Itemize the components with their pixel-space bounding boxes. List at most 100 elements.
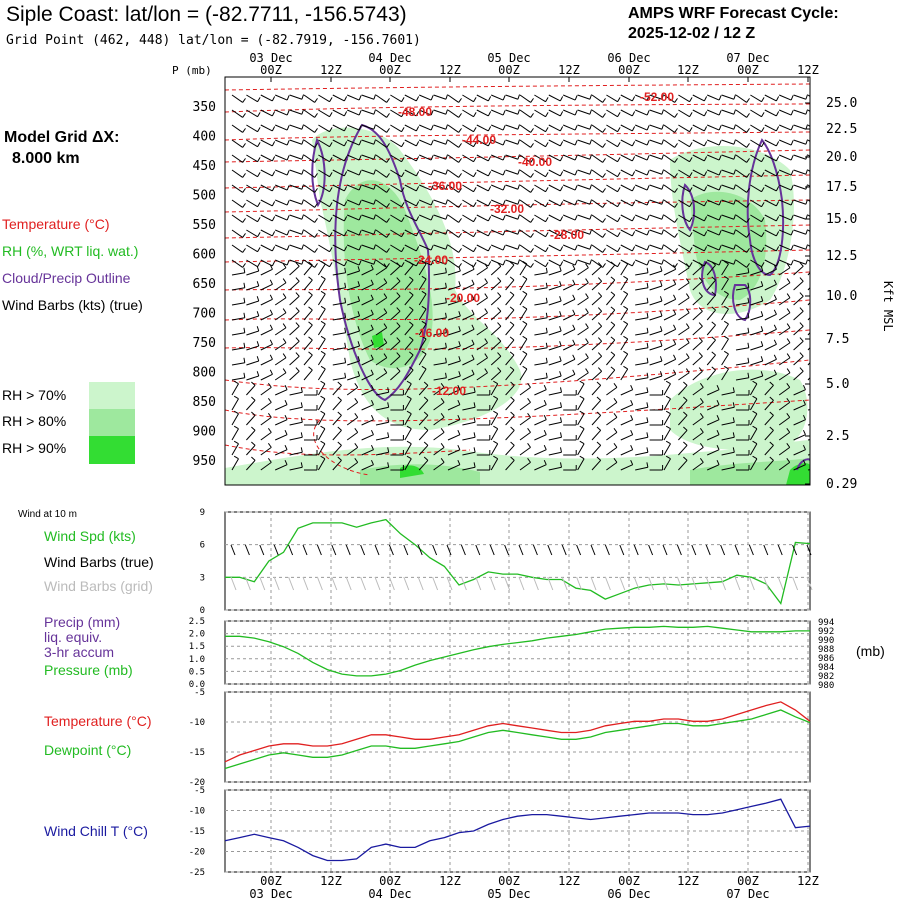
wind-barb [260, 244, 276, 252]
wind-barb [721, 365, 729, 381]
wind-barb [764, 381, 774, 396]
wind-barb [577, 109, 592, 115]
wind-barb [577, 308, 589, 321]
wind-barb [707, 139, 722, 146]
wind-barb [390, 420, 404, 426]
wind-barb [231, 410, 239, 426]
wind-barb [534, 199, 549, 208]
wind-barb [304, 390, 318, 396]
wind-barb [505, 259, 520, 265]
wind-barb [620, 260, 629, 276]
wind-barb [606, 214, 621, 223]
wind-barb [577, 455, 585, 471]
wind-barb [764, 411, 774, 426]
wind-barb [347, 199, 362, 206]
surface-wind-barb [532, 544, 539, 591]
wind-barb [591, 139, 606, 148]
wind-barb [577, 263, 589, 276]
wind-barb [663, 124, 678, 133]
wind-barb [505, 109, 520, 115]
wind-barb [246, 154, 261, 163]
wind-barb [476, 450, 491, 456]
wind-barb [476, 435, 491, 441]
pressure-tick-label: 500 [193, 189, 216, 204]
wind-barb [706, 306, 716, 321]
wind-barb [635, 447, 649, 456]
wind-barb [563, 390, 577, 396]
wind-barb [260, 458, 272, 471]
wind-barb [721, 290, 729, 306]
wind-barb [563, 94, 578, 101]
forecast-cycle-date: 2025-12-02 / 12 Z [628, 25, 756, 42]
time-tick-label: 12Z [439, 874, 461, 888]
wind-barb [807, 376, 810, 381]
wind-barb [562, 354, 576, 366]
panel-frame [224, 691, 811, 783]
wind-barb [260, 324, 273, 336]
contour-label: -12.00 [432, 384, 466, 398]
wind-barb [274, 459, 288, 471]
wind-barb [332, 456, 342, 471]
wind-barb [346, 428, 359, 441]
wind-barb [260, 154, 276, 162]
wind-barb [490, 307, 502, 321]
wind-barb [548, 259, 564, 267]
wind-barb [591, 292, 603, 306]
wind-barb [793, 109, 808, 115]
wind-barb [548, 417, 563, 426]
wind-barb [793, 214, 808, 220]
wind-barb [390, 229, 405, 238]
wind-barb [347, 244, 362, 251]
wind-barb [490, 337, 502, 351]
wind-barb [678, 244, 693, 253]
wind-barb [663, 94, 678, 103]
wind-barb [361, 124, 376, 130]
wind-barb [490, 410, 499, 426]
wind-barb [519, 184, 534, 193]
wind-barb [750, 154, 765, 163]
wind-barb [778, 458, 791, 471]
wind-barb [260, 279, 273, 291]
wind-barb [548, 169, 564, 177]
wind-barb [274, 338, 287, 351]
wind-barb [361, 294, 374, 306]
wind-barb [274, 429, 288, 441]
wind-barb [663, 324, 677, 336]
surface-wind-barb [604, 544, 611, 591]
wind-barb [433, 267, 447, 276]
wind-barb [563, 435, 577, 441]
wind-barb [390, 405, 404, 411]
wind-barb [749, 410, 758, 426]
surface-wind-barb [705, 544, 712, 591]
wind-barb [735, 267, 750, 276]
wind-barb [462, 447, 476, 456]
wind-barb [246, 184, 261, 193]
wind-barb [303, 139, 318, 148]
rh80-region [343, 180, 433, 369]
y-tick-label: -5 [194, 688, 205, 698]
wind-barb [620, 335, 629, 351]
wind-barb [591, 337, 603, 351]
wind-barb [519, 259, 534, 268]
day-label: 04 Dec [368, 51, 411, 65]
wind-barb [692, 184, 708, 192]
wind-barb [534, 282, 548, 291]
wind-barb [505, 381, 515, 396]
y2-tick-label: 988 [818, 645, 834, 655]
wind-barb [289, 292, 300, 306]
wind-barb [591, 456, 602, 471]
accum-label: 3-hr accum [44, 644, 115, 660]
wind-barb [246, 281, 260, 291]
wind-barb [706, 366, 716, 381]
wind-barb [418, 305, 427, 321]
day-label: 07 Dec [726, 887, 769, 900]
wind-barb [433, 297, 447, 306]
wind-barb [548, 139, 564, 147]
wind-barb [318, 214, 333, 223]
wind-barb [764, 154, 780, 162]
wind-barb [635, 282, 649, 291]
wind-barb [678, 396, 688, 411]
wind-barb [476, 94, 492, 102]
wind-barb [663, 455, 671, 471]
wind-barb [577, 293, 589, 306]
